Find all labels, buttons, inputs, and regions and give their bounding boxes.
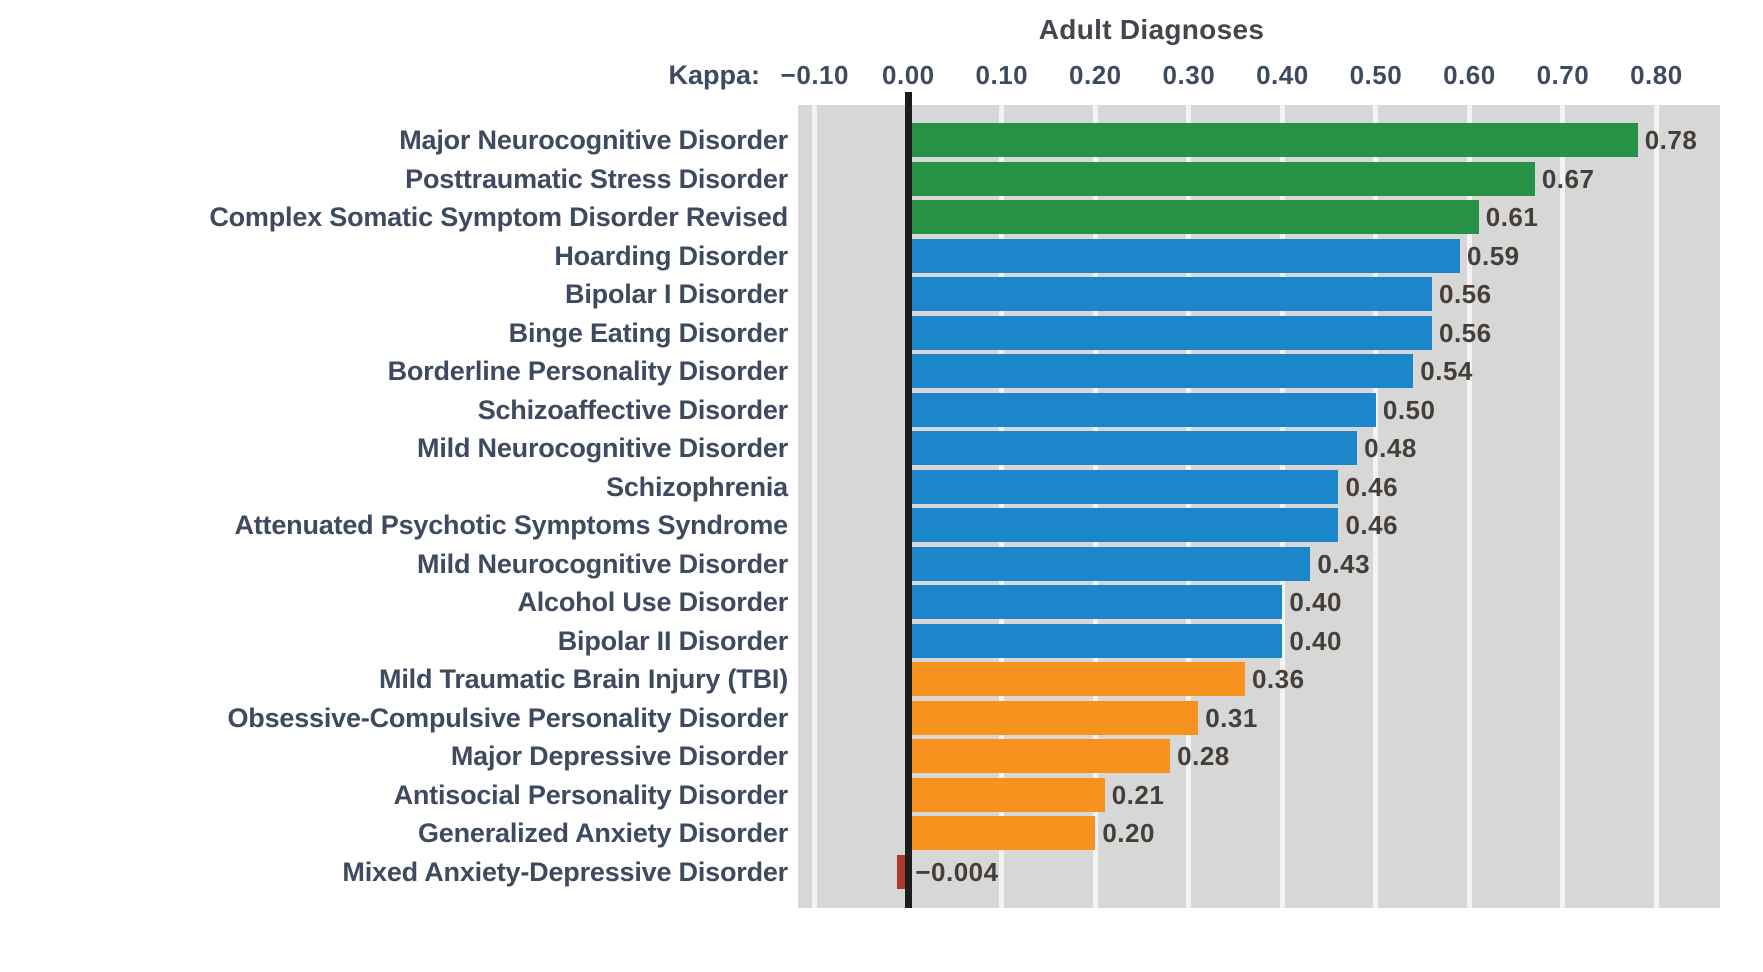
value-label: 0.56 (1438, 317, 1492, 348)
category-label: Alcohol Use Disorder (517, 587, 788, 617)
bar (908, 816, 1096, 850)
value-label: 0.31 (1205, 702, 1258, 733)
category-label: Mild Neurocognitive Disorder (417, 548, 788, 579)
value-label: 0.56 (1438, 279, 1492, 309)
x-gridline (1279, 105, 1285, 908)
category-label: Mild Neurocognitive Disorder (417, 433, 788, 463)
value-label: 0.61 (1485, 202, 1539, 232)
x-gridline (1466, 105, 1472, 908)
category-label: Mixed Anxiety-Depressive Disorder (342, 856, 788, 887)
category-label: Antisocial Personality Disorder (393, 779, 789, 810)
value-label: 0.40 (1289, 625, 1342, 656)
category-label: Major Depressive Disorder (450, 741, 788, 771)
bar (908, 623, 1283, 658)
x-tick-label: 0.60 (1443, 60, 1496, 90)
bar (896, 854, 905, 889)
value-label: 0.54 (1420, 356, 1473, 386)
x-axis-label: Kappa: (668, 60, 760, 90)
x-tick-label: 0.30 (1162, 60, 1216, 90)
category-label: Schizophrenia (606, 471, 788, 502)
chart-title: Adult Diagnoses (1038, 14, 1265, 45)
x-tick-label: 0.20 (1069, 60, 1122, 90)
value-label: 0.40 (1289, 587, 1342, 617)
bar (908, 354, 1414, 388)
category-label: Complex Somatic Symptom Disorder Revised (209, 202, 788, 232)
bar (908, 546, 1311, 581)
value-label: 0.46 (1345, 510, 1399, 540)
value-label: −0.004 (915, 856, 999, 887)
x-tick-label: 0.80 (1630, 60, 1683, 90)
bar (908, 277, 1432, 311)
x-tick-label: 0.40 (1256, 60, 1309, 90)
bar (908, 315, 1432, 350)
value-label: 0.48 (1364, 433, 1417, 463)
bar (908, 200, 1479, 234)
value-label: 0.46 (1345, 471, 1399, 502)
value-label: 0.50 (1382, 394, 1436, 425)
category-label: Schizoaffective Disorder (477, 394, 789, 425)
bar (908, 238, 1461, 273)
bar (908, 739, 1171, 773)
category-label: Obsessive-Compulsive Personality Disorde… (227, 702, 788, 733)
category-label: Major Neurocognitive Disorder (399, 125, 788, 155)
zero-baseline (904, 92, 912, 908)
bar (908, 161, 1535, 196)
x-gridline (812, 105, 818, 908)
category-label: Hoarding Disorder (554, 240, 788, 271)
bar (908, 123, 1638, 157)
bar (908, 662, 1245, 696)
x-gridline (999, 105, 1005, 908)
bar (908, 431, 1358, 465)
value-label: 0.28 (1177, 741, 1230, 771)
value-label: 0.20 (1102, 818, 1155, 848)
bar (908, 508, 1339, 542)
x-gridline (1560, 105, 1566, 908)
x-tick-label: 0.70 (1536, 60, 1590, 90)
value-label: 0.78 (1644, 125, 1698, 155)
category-label: Attenuated Psychotic Symptoms Syndrome (234, 510, 788, 540)
value-label: 0.36 (1251, 664, 1305, 694)
x-tick-label: −0.10 (780, 60, 849, 90)
value-label: 0.43 (1317, 548, 1371, 579)
value-label: 0.59 (1467, 240, 1520, 271)
bar (908, 392, 1376, 427)
category-label: Posttraumatic Stress Disorder (405, 163, 788, 194)
bar (908, 700, 1199, 735)
value-label: 0.67 (1541, 163, 1595, 194)
x-gridline (1653, 105, 1659, 908)
x-tick-label: 0.50 (1349, 60, 1403, 90)
x-gridline (1092, 105, 1098, 908)
bar (908, 585, 1283, 619)
value-label: 0.21 (1111, 779, 1165, 810)
category-label: Borderline Personality Disorder (387, 356, 789, 386)
bar (908, 469, 1339, 504)
x-gridline (1186, 105, 1192, 908)
x-tick-label: 0.10 (975, 60, 1029, 90)
x-gridline (1373, 105, 1379, 908)
category-label: Mild Traumatic Brain Injury (TBI) (379, 664, 788, 694)
category-label: Bipolar II Disorder (557, 625, 788, 656)
x-tick-label: 0.00 (882, 60, 935, 90)
category-label: Generalized Anxiety Disorder (417, 818, 788, 848)
bar (908, 777, 1105, 812)
category-label: Binge Eating Disorder (508, 317, 789, 348)
category-label: Bipolar I Disorder (565, 279, 788, 309)
